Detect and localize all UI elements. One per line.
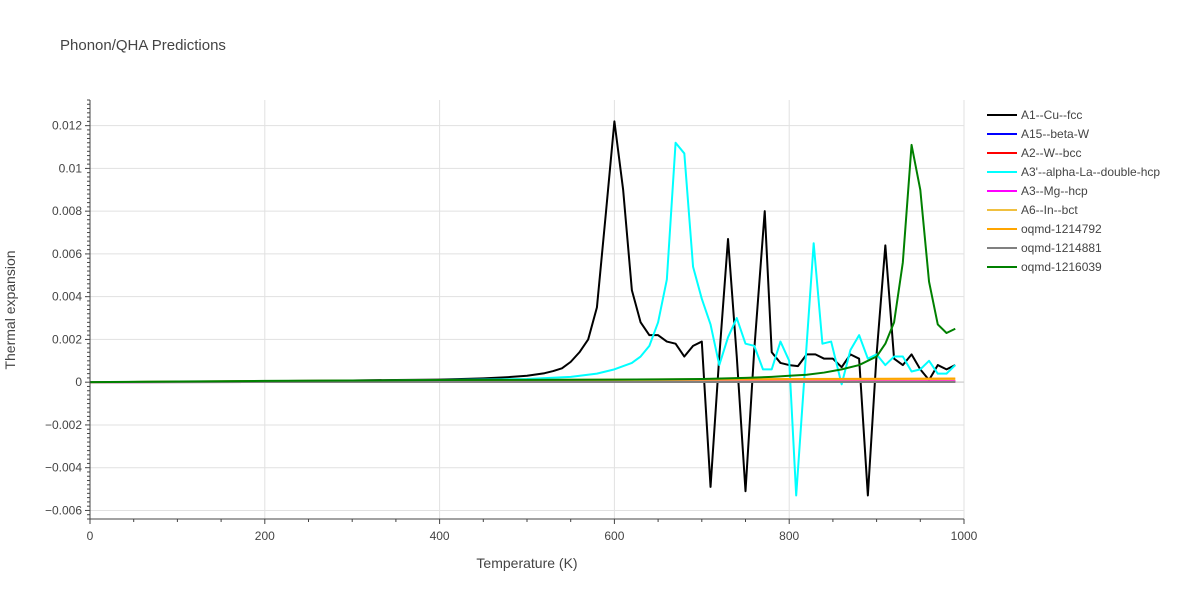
axes [85,99,965,524]
y-tick-label: −0.004 [45,461,82,475]
x-tick-label: 1000 [951,529,978,543]
x-tick-label: 0 [87,529,94,543]
series-line-a3-alpha-la-double-hcp [89,141,956,497]
y-tick-label: −0.006 [45,503,82,517]
legend-label-oqmd-1216039: oqmd-1216039 [1021,260,1102,274]
legend-label-a15-beta-w: A15--beta-W [1021,127,1090,141]
y-axis-title: Thermal expansion [2,250,18,369]
y-tick-label: 0.004 [52,290,82,304]
legend-label-a3-alpha-la-double-hcp: A3'--alpha-La--double-hcp [1021,165,1160,179]
legend-label-a3-mg-hcp: A3--Mg--hcp [1021,184,1088,198]
chart-title: Phonon/QHA Predictions [60,37,226,54]
y-tick-label: 0.01 [59,161,83,175]
y-tick-label: −0.002 [45,418,82,432]
legend-label-oqmd-1214792: oqmd-1214792 [1021,222,1102,236]
y-tick-labels: −0.006 −0.004 −0.002 0 0.002 0.004 0.006 0.008 0… [45,119,82,518]
legend: A1--Cu--fcc A15--beta-W A2--W--bcc A3'--alp… [987,108,1160,274]
x-tick-label: 400 [430,529,450,543]
series-lines [89,120,956,497]
x-tick-label: 800 [779,529,799,543]
y-tick-label: 0.012 [52,119,82,133]
y-tick-label: 0.002 [52,332,82,346]
y-tick-label: 0.008 [52,204,82,218]
legend-label-a6-in-bct: A6--In--bct [1021,203,1078,217]
x-tick-label: 600 [604,529,624,543]
x-tick-labels: 0 200 400 600 800 1000 [87,529,978,543]
series-line-a1-cu-fcc [89,120,956,497]
y-tick-label: 0.006 [52,247,82,261]
y-tick-label: 0 [75,375,82,389]
x-axis-title: Temperature (K) [476,555,577,571]
series-line-oqmd-1216039 [89,143,956,384]
x-tick-label: 200 [255,529,275,543]
grid [90,100,965,519]
legend-label-a1-cu-fcc: A1--Cu--fcc [1021,108,1082,122]
legend-label-oqmd-1214881: oqmd-1214881 [1021,241,1102,255]
legend-label-a2-w-bcc: A2--W--bcc [1021,146,1081,160]
